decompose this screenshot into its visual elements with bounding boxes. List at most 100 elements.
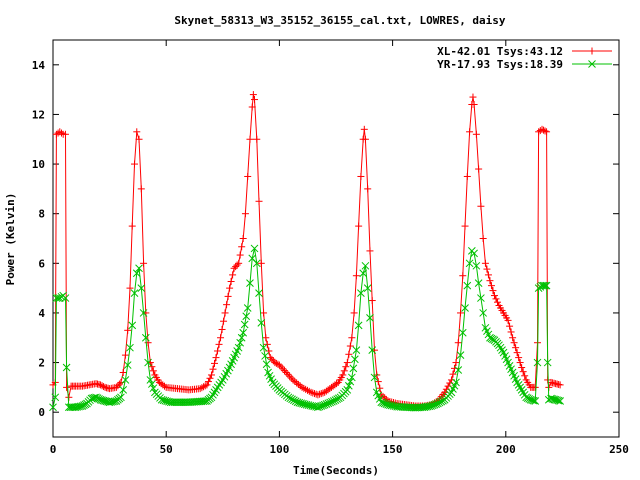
data-point	[343, 386, 352, 394]
data-point	[516, 359, 524, 367]
data-point	[210, 359, 218, 367]
data-point	[215, 381, 224, 389]
data-point	[351, 355, 359, 364]
data-point	[220, 317, 228, 325]
y-tick-label: 14	[32, 59, 46, 72]
data-point	[99, 396, 108, 405]
data-point	[518, 364, 526, 372]
data-point	[261, 352, 269, 360]
x-axis-label: Time(Seconds)	[293, 464, 379, 477]
x-tick-label: 200	[496, 443, 516, 456]
data-point	[474, 279, 483, 288]
data-point	[98, 396, 106, 405]
data-point	[255, 197, 263, 205]
data-point	[201, 382, 209, 390]
data-point	[137, 284, 146, 292]
data-point	[97, 381, 105, 389]
data-point	[263, 340, 271, 348]
data-point	[309, 389, 317, 397]
data-point	[212, 354, 220, 362]
data-point	[179, 398, 188, 407]
data-point	[529, 396, 538, 405]
data-point	[119, 368, 127, 376]
data-point	[168, 398, 177, 407]
data-point	[246, 279, 254, 288]
data-point	[305, 387, 313, 395]
data-point	[314, 391, 322, 399]
data-point	[242, 312, 251, 321]
data-point	[466, 128, 474, 136]
data-point	[137, 185, 145, 193]
data-point	[349, 364, 358, 373]
data-point	[233, 261, 241, 269]
data-point	[214, 347, 222, 355]
data-point	[257, 319, 266, 327]
data-point	[477, 202, 485, 210]
data-point	[526, 395, 535, 404]
data-point	[206, 374, 214, 382]
data-point	[250, 96, 258, 104]
data-point	[319, 389, 327, 397]
data-point	[556, 381, 564, 389]
data-point	[344, 381, 353, 390]
data-point	[475, 165, 483, 173]
data-point	[237, 333, 246, 342]
data-point	[115, 380, 123, 388]
data-point	[512, 344, 520, 352]
data-point	[352, 272, 360, 280]
data-point	[272, 359, 280, 367]
data-point	[368, 346, 377, 355]
data-point	[61, 130, 69, 138]
data-point	[519, 368, 527, 376]
data-point	[243, 304, 252, 312]
y-axis-label: Power (Kelvin)	[4, 193, 17, 286]
data-point	[149, 367, 157, 375]
x-tick-label: 0	[50, 443, 57, 456]
data-point	[51, 393, 60, 402]
data-point	[177, 398, 186, 407]
data-point	[547, 394, 555, 403]
data-point	[126, 284, 134, 292]
data-point	[441, 388, 449, 396]
data-point	[492, 295, 500, 303]
data-point	[342, 363, 350, 371]
data-point	[96, 395, 105, 404]
data-point	[472, 261, 481, 270]
data-point	[360, 125, 368, 133]
data-point	[133, 128, 141, 136]
data-point	[303, 386, 311, 394]
data-point	[112, 383, 120, 391]
data-point	[506, 322, 514, 330]
data-point	[459, 272, 467, 280]
data-point	[357, 289, 365, 297]
legend-label-xl: XL-42.01 Tsys:43.12	[437, 45, 563, 58]
data-point	[249, 91, 257, 99]
data-point	[244, 172, 252, 180]
data-point	[470, 101, 478, 109]
data-point	[357, 172, 365, 180]
axis-ticks: 0 50 100 150 200 250 0 2 4 6 8 10 12 14	[32, 40, 629, 456]
data-point	[381, 394, 389, 402]
data-point	[463, 172, 471, 180]
data-point	[339, 371, 347, 379]
data-point	[509, 334, 517, 342]
legend-label-yr: YR-17.93 Tsys:18.39	[437, 58, 563, 71]
data-point	[259, 343, 268, 352]
data-point	[199, 397, 208, 406]
data-point	[87, 394, 96, 403]
x-tick-label: 250	[609, 443, 629, 456]
data-point	[148, 363, 156, 371]
data-point	[121, 376, 130, 384]
data-point	[175, 398, 184, 407]
data-point	[132, 269, 141, 278]
data-point	[252, 259, 261, 268]
data-point	[340, 367, 348, 375]
legend-marker-xl	[588, 47, 596, 55]
data-point	[361, 261, 370, 270]
data-point	[531, 397, 540, 405]
y-tick-label: 0	[38, 406, 45, 419]
data-point	[333, 380, 341, 388]
data-point	[119, 386, 128, 394]
data-point	[141, 333, 150, 342]
data-point	[246, 135, 254, 143]
